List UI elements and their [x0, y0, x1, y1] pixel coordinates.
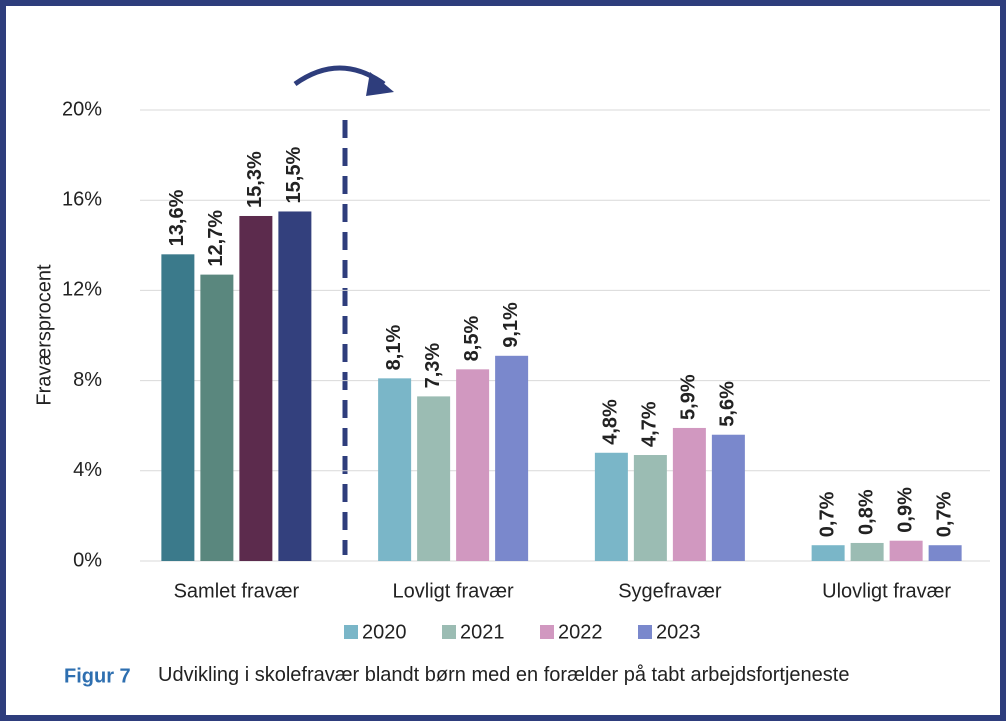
- arrow-head: [366, 72, 394, 96]
- bar: [711, 434, 745, 561]
- bar: [594, 452, 628, 561]
- value-label: 7,3%: [422, 343, 444, 389]
- value-label: 0,7%: [816, 491, 838, 537]
- legend-label: 2022: [558, 621, 603, 643]
- bar: [928, 545, 962, 561]
- legend-swatch: [442, 625, 456, 639]
- value-label: 5,6%: [717, 381, 739, 427]
- y-tick-label: 4%: [73, 459, 102, 481]
- bar: [239, 215, 273, 562]
- value-label: 0,7%: [933, 491, 955, 537]
- y-tick-label: 16%: [62, 188, 102, 210]
- value-label: 12,7%: [205, 210, 227, 267]
- x-tick-label: Sygefravær: [618, 580, 722, 602]
- legend-label: 2020: [362, 621, 407, 643]
- legend-label: 2021: [460, 621, 505, 643]
- bar: [378, 378, 412, 561]
- y-tick-label: 20%: [62, 98, 102, 120]
- legend-swatch: [540, 625, 554, 639]
- legend-label: 2023: [656, 621, 701, 643]
- x-tick-label: Ulovligt fravær: [822, 580, 951, 602]
- bar: [672, 427, 706, 561]
- caption: Udvikling i skolefravær blandt børn med …: [158, 664, 850, 686]
- bar: [633, 455, 667, 561]
- x-tick-label: Samlet fravær: [174, 580, 300, 602]
- bar: [850, 542, 884, 561]
- value-label: 9,1%: [500, 302, 522, 348]
- legend-swatch: [344, 625, 358, 639]
- bar: [161, 254, 195, 561]
- bar: [417, 396, 451, 561]
- value-label: 8,5%: [461, 316, 483, 362]
- value-label: 15,5%: [283, 147, 305, 204]
- value-label: 15,3%: [244, 151, 266, 208]
- y-tick-label: 0%: [73, 549, 102, 571]
- value-label: 0,9%: [894, 487, 916, 533]
- bar: [495, 355, 529, 561]
- value-label: 13,6%: [166, 189, 188, 246]
- value-label: 8,1%: [383, 325, 405, 371]
- value-label: 4,8%: [600, 399, 622, 445]
- caption-label: Figur 7: [64, 665, 131, 687]
- bar: [456, 369, 490, 561]
- x-tick-label: Lovligt fravær: [393, 580, 514, 602]
- y-axis-label: Fraværsprocent: [33, 264, 55, 406]
- bar: [811, 545, 845, 561]
- value-label: 0,8%: [855, 489, 877, 535]
- bar: [889, 540, 923, 561]
- bar: [200, 274, 234, 561]
- value-label: 5,9%: [678, 374, 700, 420]
- y-tick-label: 12%: [62, 279, 102, 301]
- y-tick-label: 8%: [73, 369, 102, 391]
- caption-box: Udvikling i skolefravær blandt børn med …: [158, 664, 850, 686]
- legend-swatch: [638, 625, 652, 639]
- bar: [278, 211, 312, 561]
- value-label: 4,7%: [639, 401, 661, 447]
